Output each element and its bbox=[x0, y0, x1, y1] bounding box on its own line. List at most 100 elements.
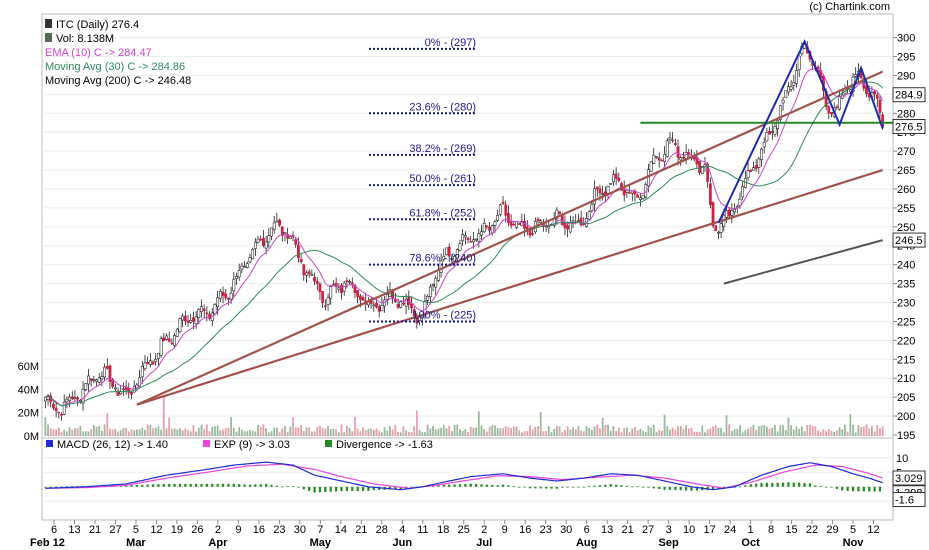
volume-bar bbox=[162, 394, 165, 436]
volume-bar bbox=[459, 429, 461, 436]
volume-bar bbox=[378, 430, 381, 436]
candle-body bbox=[143, 362, 147, 369]
volume-bar bbox=[529, 425, 531, 436]
candle-body bbox=[356, 290, 360, 298]
divergence-bar bbox=[776, 482, 779, 487]
candle-body bbox=[714, 225, 718, 232]
candle-body bbox=[323, 305, 327, 307]
volume-bar bbox=[658, 429, 661, 436]
volume-bar bbox=[709, 428, 712, 436]
volume-bar bbox=[130, 429, 133, 436]
date-tick-label: 2 bbox=[215, 524, 221, 536]
divergence-bar bbox=[130, 485, 133, 487]
divergence-bar bbox=[620, 485, 623, 487]
candle-body bbox=[485, 225, 489, 228]
divergence-macd-badge-box bbox=[892, 492, 926, 508]
macd-legend-divergence: Divergence -> -1.63 bbox=[336, 439, 433, 451]
volume-bar bbox=[620, 432, 623, 436]
volume-bar bbox=[631, 428, 634, 436]
volume-bar bbox=[690, 427, 693, 436]
volume-bar bbox=[515, 426, 518, 436]
candle-body bbox=[622, 188, 626, 196]
volume-bar bbox=[240, 429, 243, 436]
volume-bar bbox=[647, 425, 650, 436]
candle-body bbox=[743, 178, 747, 188]
volume-bar bbox=[337, 432, 340, 436]
divergence-bar bbox=[173, 483, 176, 487]
divergence-bar bbox=[609, 484, 612, 487]
volume-bar bbox=[421, 432, 424, 436]
volume-bar bbox=[214, 426, 216, 436]
price-tick-label: 230 bbox=[897, 298, 915, 310]
volume-bar bbox=[747, 428, 749, 436]
divergence-bar bbox=[652, 486, 655, 489]
close-price-badge-box bbox=[892, 119, 926, 135]
divergence-bar bbox=[275, 485, 278, 487]
date-tick-label: 5 bbox=[133, 524, 139, 536]
candle-body bbox=[558, 211, 561, 214]
candle-body bbox=[830, 112, 833, 115]
divergence-bar bbox=[604, 484, 607, 487]
volume-bar bbox=[771, 427, 774, 436]
date-tick-label: 1 bbox=[748, 524, 754, 536]
candle-body bbox=[590, 204, 594, 211]
candle-body bbox=[113, 387, 117, 390]
volume-bar bbox=[539, 412, 542, 436]
volume-bar bbox=[749, 426, 752, 436]
date-tick-label: 19 bbox=[171, 524, 183, 536]
divergence-bar bbox=[851, 486, 855, 492]
candle-body bbox=[461, 234, 465, 242]
volume-bar bbox=[510, 428, 513, 436]
volume-bar bbox=[60, 431, 63, 436]
volume-bar bbox=[310, 431, 313, 436]
volume-tick-label: 40M bbox=[18, 384, 39, 396]
candle-body bbox=[496, 215, 500, 221]
candle-body bbox=[358, 295, 362, 300]
candle-body bbox=[159, 338, 163, 356]
candle-body bbox=[92, 379, 96, 381]
volume-bar bbox=[857, 424, 860, 436]
divergence-bar bbox=[55, 486, 58, 488]
price-tick-label: 210 bbox=[897, 373, 915, 385]
candle-body bbox=[173, 335, 176, 346]
volume-bar bbox=[135, 429, 138, 436]
date-tick-label: 26 bbox=[191, 524, 203, 536]
date-tick-label: 4 bbox=[399, 524, 405, 536]
volume-bar bbox=[599, 428, 601, 436]
candle-body bbox=[399, 301, 403, 308]
volume-bar bbox=[607, 424, 609, 436]
divergence-bar bbox=[690, 486, 693, 491]
candle-body bbox=[76, 397, 80, 400]
divergence-bar bbox=[291, 485, 295, 487]
exp-macd-badge-box bbox=[892, 470, 926, 486]
candle-body bbox=[248, 257, 252, 263]
volume-bar bbox=[830, 430, 833, 436]
volume-bar bbox=[569, 429, 572, 436]
candle-body bbox=[577, 220, 580, 222]
candle-body bbox=[103, 366, 106, 378]
candle-body bbox=[531, 233, 535, 235]
volume-bar bbox=[133, 430, 136, 436]
candle-body bbox=[463, 235, 467, 238]
month-label: Sep bbox=[659, 537, 679, 549]
volume-bar bbox=[52, 429, 55, 436]
candle-body bbox=[122, 388, 125, 391]
volume-bar bbox=[117, 431, 119, 436]
volume-bar bbox=[289, 426, 292, 436]
volume-bar bbox=[741, 432, 744, 436]
candle-body bbox=[372, 304, 376, 307]
volume-bar bbox=[817, 430, 819, 436]
divergence-bar bbox=[361, 486, 365, 491]
candle-body bbox=[787, 86, 790, 93]
volume-bar bbox=[173, 428, 176, 436]
volume-bar bbox=[841, 429, 844, 436]
divergence-bar bbox=[798, 482, 801, 487]
month-label: Nov bbox=[843, 537, 865, 549]
candle-body bbox=[466, 238, 470, 240]
candle-body bbox=[727, 209, 731, 217]
volume-bar bbox=[585, 426, 588, 436]
divergence-bar bbox=[582, 486, 585, 488]
candle-body bbox=[175, 328, 179, 337]
volume-tick-label: 0M bbox=[24, 431, 39, 443]
date-tick-label: 25 bbox=[458, 524, 470, 536]
